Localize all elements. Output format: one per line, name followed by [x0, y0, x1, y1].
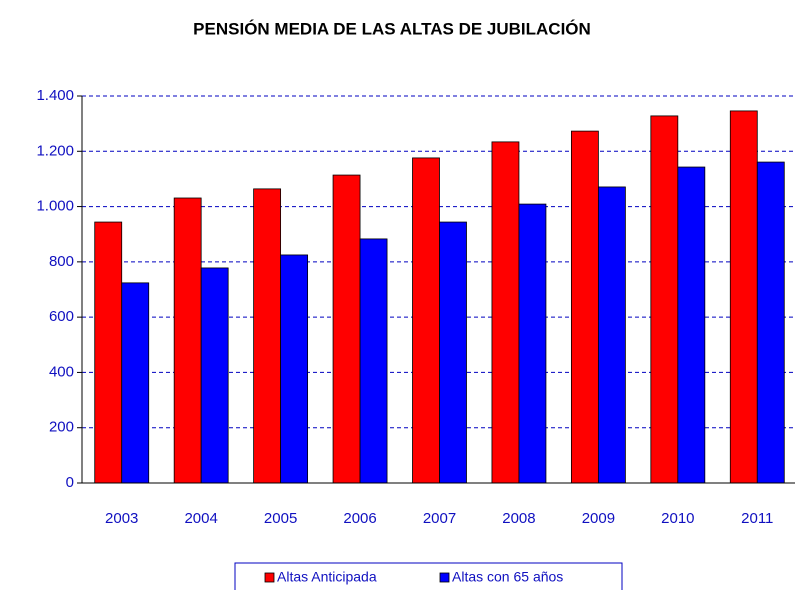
x-tick-label: 2003: [105, 510, 138, 527]
y-tick-label: 1.400: [36, 87, 74, 104]
bar: [280, 254, 309, 484]
chart-title: PENSIÓN MEDIA DE LAS ALTAS DE JUBILACIÓN: [193, 19, 591, 38]
x-tick-label: 2010: [661, 510, 694, 527]
bar: [597, 186, 626, 484]
y-tick-label: 400: [49, 363, 74, 380]
y-tick-label: 1.000: [36, 198, 74, 215]
bar: [439, 221, 467, 484]
bar: [650, 115, 679, 484]
y-tick-label: 200: [49, 419, 74, 436]
y-tick-label: 0: [66, 474, 74, 491]
bar: [518, 203, 547, 484]
bar: [121, 282, 150, 484]
x-tick-label: 2007: [423, 510, 456, 527]
x-tick-label: 2011: [741, 510, 773, 527]
bar: [677, 166, 706, 484]
y-tick-label: 800: [49, 253, 74, 270]
legend-label: Altas Anticipada: [277, 569, 377, 585]
legend-swatch: [264, 572, 275, 583]
bar: [200, 267, 229, 484]
y-tick-label: 1.200: [36, 142, 74, 159]
legend-label: Altas con 65 años: [452, 569, 563, 585]
bar: [491, 141, 520, 484]
y-tick-label: 600: [49, 308, 74, 325]
x-tick-label: 2005: [264, 510, 297, 527]
bar: [756, 161, 785, 484]
bar: [359, 238, 388, 484]
bar: [729, 110, 758, 484]
bar: [570, 130, 599, 484]
x-tick-label: 2009: [582, 510, 615, 527]
x-tick-label: 2004: [184, 510, 217, 527]
legend-swatch: [439, 572, 450, 583]
bar: [412, 157, 440, 484]
bar: [332, 174, 361, 484]
bar: [253, 188, 282, 484]
bar: [173, 197, 202, 484]
x-tick-label: 2008: [502, 510, 535, 527]
legend-box: [234, 562, 623, 590]
x-tick-label: 2006: [343, 510, 376, 527]
bar: [94, 221, 123, 484]
